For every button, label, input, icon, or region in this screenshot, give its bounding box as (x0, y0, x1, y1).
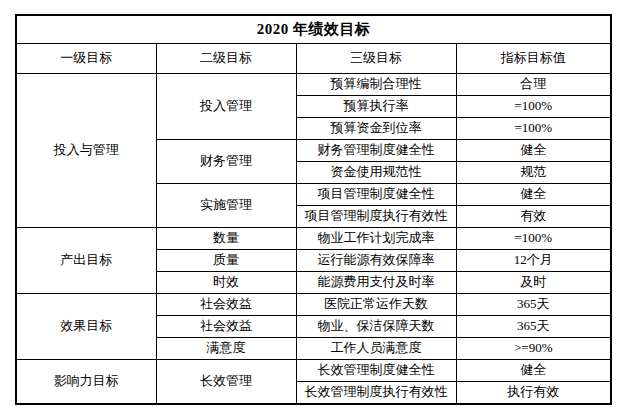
level2-cell: 质量 (156, 250, 296, 272)
target-cell: 执行有效 (456, 382, 611, 405)
level3-cell: 预算执行率 (296, 96, 456, 118)
level2-cell: 社会效益 (156, 316, 296, 338)
target-cell: 及时 (456, 272, 611, 294)
table-title: 2020 年绩效目标 (16, 15, 611, 44)
level2-cell: 财务管理 (156, 140, 296, 184)
table-row: 效果目标 社会效益 医院正常运作天数 365天 (16, 294, 611, 316)
level3-cell: 物业工作计划完成率 (296, 228, 456, 250)
level3-cell: 财务管理制度健全性 (296, 140, 456, 162)
level3-cell: 运行能源有效保障率 (296, 250, 456, 272)
title-row: 2020 年绩效目标 (16, 15, 611, 44)
target-cell: 365天 (456, 294, 611, 316)
target-cell: =100% (456, 228, 611, 250)
target-cell: 合理 (456, 74, 611, 96)
target-cell: 规范 (456, 162, 611, 184)
target-cell: 365天 (456, 316, 611, 338)
level3-cell: 物业、保洁保障天数 (296, 316, 456, 338)
table-row: 产出目标 数量 物业工作计划完成率 =100% (16, 228, 611, 250)
column-header-level2: 二级目标 (156, 44, 296, 74)
header-row: 一级目标 二级目标 三级目标 指标目标值 (16, 44, 611, 74)
table-row: 影响力目标 长效管理 长效管理制度健全性 健全 (16, 360, 611, 382)
level3-cell: 项目管理制度执行有效性 (296, 206, 456, 228)
level3-cell: 预算资金到位率 (296, 118, 456, 140)
level1-cell: 效果目标 (16, 294, 156, 360)
level3-cell: 工作人员满意度 (296, 338, 456, 360)
level2-cell: 满意度 (156, 338, 296, 360)
level2-cell: 时效 (156, 272, 296, 294)
level1-cell: 影响力目标 (16, 360, 156, 405)
level2-cell: 数量 (156, 228, 296, 250)
level1-cell: 产出目标 (16, 228, 156, 294)
column-header-level1: 一级目标 (16, 44, 156, 74)
level3-cell: 能源费用支付及时率 (296, 272, 456, 294)
level2-cell: 社会效益 (156, 294, 296, 316)
target-cell: 12个月 (456, 250, 611, 272)
column-header-level3: 三级目标 (296, 44, 456, 74)
target-cell: 健全 (456, 184, 611, 206)
level1-cell: 投入与管理 (16, 74, 156, 228)
target-cell: =100% (456, 118, 611, 140)
level3-cell: 医院正常运作天数 (296, 294, 456, 316)
level3-cell: 资金使用规范性 (296, 162, 456, 184)
level3-cell: 长效管理制度执行有效性 (296, 382, 456, 405)
level2-cell: 投入管理 (156, 74, 296, 140)
level3-cell: 项目管理制度健全性 (296, 184, 456, 206)
target-cell: 有效 (456, 206, 611, 228)
target-cell: 健全 (456, 360, 611, 382)
target-cell: >=90% (456, 338, 611, 360)
column-header-target: 指标目标值 (456, 44, 611, 74)
level2-cell: 长效管理 (156, 360, 296, 405)
level2-cell: 实施管理 (156, 184, 296, 228)
table-row: 投入与管理 投入管理 预算编制合理性 合理 (16, 74, 611, 96)
level3-cell: 预算编制合理性 (296, 74, 456, 96)
document-page: 2020 年绩效目标 一级目标 二级目标 三级目标 指标目标值 投入与管理 投入… (0, 0, 625, 407)
level3-cell: 长效管理制度健全性 (296, 360, 456, 382)
performance-goals-table: 2020 年绩效目标 一级目标 二级目标 三级目标 指标目标值 投入与管理 投入… (15, 14, 612, 405)
target-cell: 健全 (456, 140, 611, 162)
target-cell: =100% (456, 96, 611, 118)
